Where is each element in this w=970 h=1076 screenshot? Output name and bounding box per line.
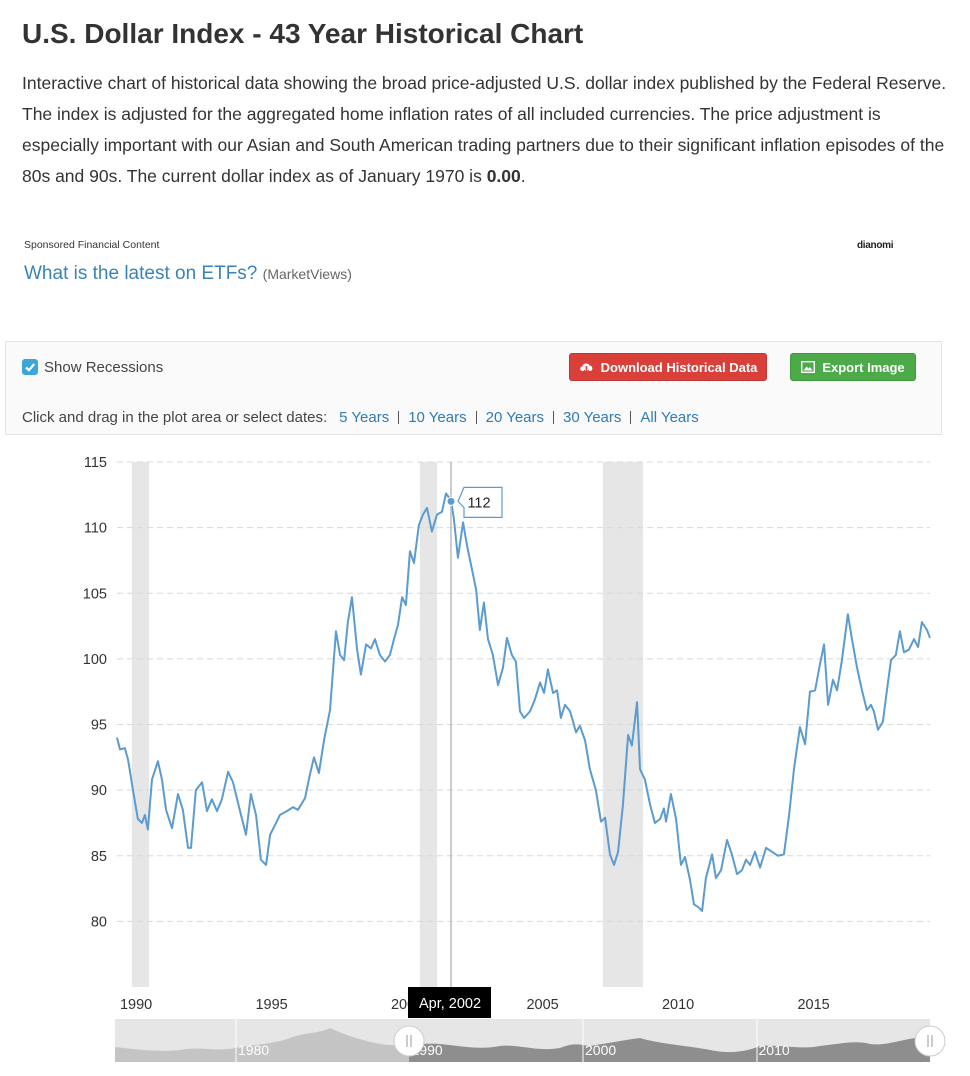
range-link[interactable]: 10 Years — [408, 409, 467, 426]
controls-panel — [5, 341, 942, 435]
y-tick-label: 110 — [84, 521, 107, 537]
description: Interactive chart of historical data sho… — [22, 68, 957, 192]
y-tick-label: 115 — [84, 455, 107, 471]
tooltip-value: 112 — [467, 495, 490, 511]
description-end: . — [520, 166, 526, 186]
y-tick-label: 100 — [83, 652, 107, 668]
date-flag-label: Apr, 2002 — [419, 996, 481, 1012]
recessions-label[interactable]: Show Recessions — [44, 359, 164, 376]
y-tick-label: 80 — [91, 914, 107, 930]
image-icon — [801, 361, 816, 373]
separator — [630, 411, 632, 424]
separator — [398, 411, 400, 424]
handle-grip — [406, 1035, 412, 1047]
x-tick-label: 2010 — [662, 997, 694, 1013]
y-tick-label: 95 — [91, 718, 107, 734]
x-tick-label: 1995 — [255, 997, 287, 1013]
navigator-handle-left[interactable] — [393, 1025, 425, 1057]
navigator[interactable]: 1980 1990 2000 2010 — [115, 1019, 946, 1062]
separator — [475, 411, 477, 424]
range-link[interactable]: All Years — [640, 409, 699, 426]
link-text[interactable]: What is the latest on ETFs? — [24, 263, 258, 284]
check-icon — [25, 363, 36, 372]
separator — [553, 411, 554, 424]
cloud-icon — [579, 363, 593, 374]
handle-grip — [927, 1035, 933, 1047]
download-label: Download Historical Data — [600, 359, 758, 375]
export-label: Export Image — [822, 359, 905, 375]
link-source: (MarketViews) — [262, 266, 352, 282]
x-tick-label: 2015 — [797, 997, 829, 1013]
range-link[interactable]: 30 Years — [563, 409, 622, 426]
y-tick-label: 105 — [83, 586, 107, 602]
tooltip-box — [457, 486, 503, 518]
sponsored-link[interactable]: What is the latest on ETFs? (MarketViews… — [24, 263, 352, 285]
data-line — [116, 492, 931, 912]
range-prompt: Click and drag in the plot area or selec… — [22, 409, 328, 426]
current-value: 0.00 — [486, 166, 521, 186]
navigator-tick-label: 1980 — [238, 1042, 269, 1058]
range-link[interactable]: 5 Years — [339, 409, 390, 426]
description-text: Interactive chart of historical data sho… — [22, 73, 947, 186]
y-tick-label: 85 — [91, 849, 107, 865]
x-tick-label: 2005 — [526, 997, 558, 1013]
recessions-checkbox[interactable] — [22, 359, 38, 375]
navigator-handle-right[interactable] — [914, 1025, 946, 1057]
date-flag — [408, 987, 491, 1018]
brand-logo[interactable]: dianomi — [857, 240, 894, 251]
range-link[interactable]: 20 Years — [485, 409, 544, 426]
x-tick-label: 1990 — [120, 997, 152, 1013]
hover-marker — [446, 496, 456, 506]
navigator-area — [409, 1036, 930, 1062]
navigator-tick-label: 2000 — [585, 1042, 616, 1058]
sponsored-label: Sponsored Financial Content — [24, 239, 160, 251]
y-tick-label: 90 — [91, 783, 107, 799]
range-selector: Click and drag in the plot area or selec… — [22, 409, 708, 426]
navigator-tick-label: 2010 — [759, 1042, 790, 1058]
chart[interactable]: 80 85 90 95 100 105 110 115 1990 1995 2000 2005 2010… — [0, 440, 970, 1076]
download-button[interactable]: Download Historical Data — [569, 353, 767, 381]
page-title: U.S. Dollar Index - 43 Year Historical C… — [22, 18, 584, 49]
navigator-area-outside — [115, 1028, 409, 1062]
export-button[interactable]: Export Image — [790, 353, 916, 381]
